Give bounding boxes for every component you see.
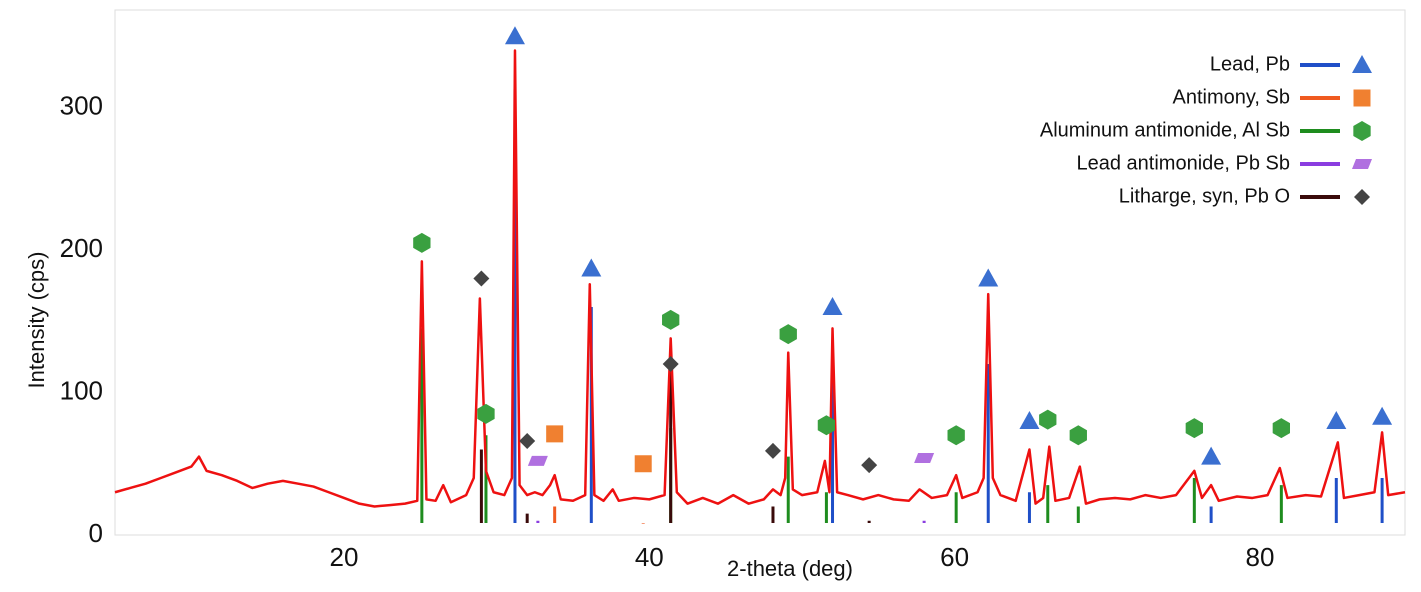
phase-marker <box>1372 406 1393 425</box>
phase-marker <box>1185 418 1203 439</box>
phase-marker <box>1069 425 1087 446</box>
plot-frame <box>114 9 1406 536</box>
y-axis-title: Intensity (cps) <box>24 252 49 389</box>
phase-marker <box>634 455 652 473</box>
phase-marker <box>822 297 843 315</box>
x-tick-label: 40 <box>635 542 664 572</box>
phase-marker <box>1272 418 1291 439</box>
legend-label: Lead antimonide, Pb Sb <box>1077 152 1291 174</box>
observed-pattern <box>114 49 1406 508</box>
phase-marker <box>817 415 836 436</box>
phase-marker <box>519 432 536 449</box>
phase-marker <box>546 425 564 443</box>
phase-marker <box>504 26 525 45</box>
y-tick-label: 0 <box>89 518 103 548</box>
legend-label: Antimony, Sb <box>1173 86 1290 108</box>
legend-label: Lead, Pb <box>1210 53 1290 75</box>
x-axis-title: 2-theta (deg) <box>727 556 853 581</box>
phase-marker <box>914 453 935 464</box>
phase-marker <box>1201 446 1222 465</box>
y-tick-label: 300 <box>60 90 103 120</box>
phase-marker <box>978 268 999 287</box>
phase-marker <box>1326 411 1347 429</box>
phase-marker <box>662 309 680 330</box>
phase-marker <box>1019 411 1040 429</box>
x-tick-label: 80 <box>1246 542 1275 572</box>
phase-marker <box>947 425 965 446</box>
phase-marker <box>861 457 878 474</box>
phase-marker <box>764 442 781 459</box>
y-tick-label: 200 <box>60 233 103 263</box>
phase-marker <box>527 455 548 466</box>
phase-marker <box>413 232 431 253</box>
legend-marker <box>1352 55 1372 73</box>
phase-marker <box>477 403 495 424</box>
legend-label: Aluminum antimonide, Al Sb <box>1040 119 1290 141</box>
legend-marker <box>1353 89 1371 107</box>
phase-marker <box>473 270 490 287</box>
legend-marker <box>1352 159 1372 169</box>
legend-marker <box>1354 189 1370 205</box>
phase-marker <box>779 324 797 345</box>
legend-label: Litharge, syn, Pb O <box>1119 185 1290 207</box>
phase-marker <box>581 258 602 277</box>
x-tick-label: 60 <box>940 542 969 572</box>
legend-marker <box>1353 121 1371 141</box>
phase-marker <box>1039 409 1057 430</box>
x-tick-label: 20 <box>330 542 359 572</box>
y-tick-label: 100 <box>60 375 103 405</box>
phase-marker <box>662 356 679 372</box>
